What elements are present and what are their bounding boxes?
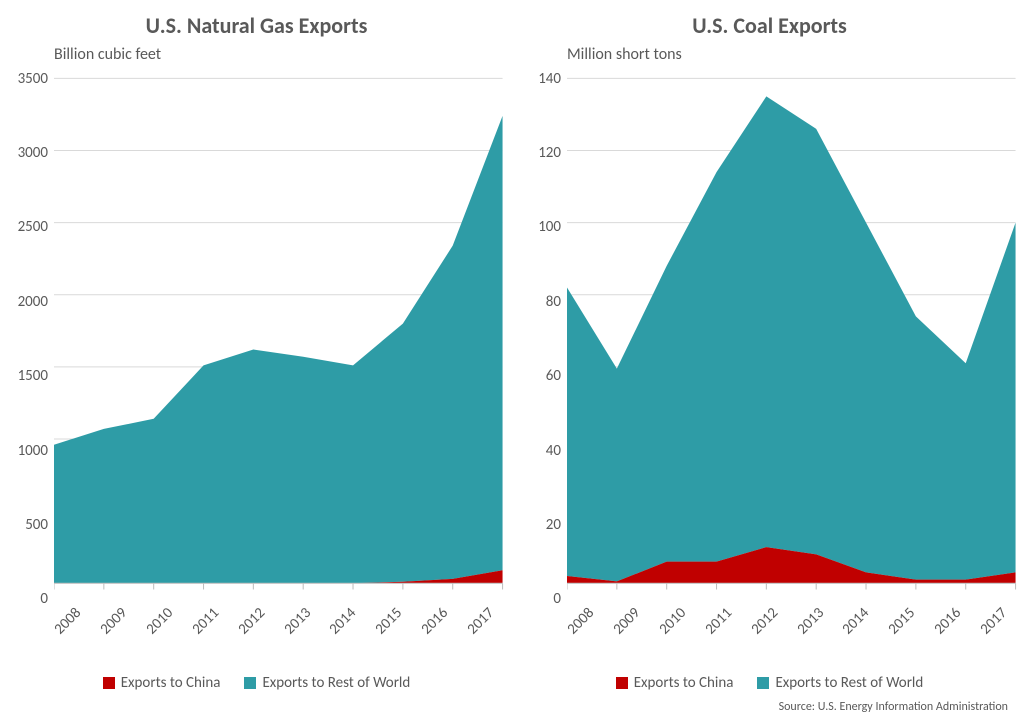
- coal-legend: Exports to China Exports to Rest of Worl…: [513, 664, 1026, 700]
- coal-legend-china: Exports to China: [616, 674, 734, 692]
- y-tick-label: 0: [553, 590, 561, 608]
- coal-title: U.S. Coal Exports: [513, 12, 1026, 39]
- y-tick-label: 120: [538, 144, 561, 162]
- gas-legend-china: Exports to China: [103, 674, 221, 692]
- y-tick-label: 1000: [18, 442, 48, 460]
- y-tick-label: 140: [538, 70, 561, 88]
- y-tick-label: 60: [546, 367, 561, 385]
- coal-x-axis: 2008200920102011201220132014201520162017: [567, 608, 1026, 664]
- y-tick-label: 3500: [18, 70, 48, 88]
- gas-legend-china-label: Exports to China: [121, 674, 221, 692]
- coal-panel: U.S. Coal Exports Million short tons 0 20…: [513, 0, 1026, 700]
- coal-legend-rest-label: Exports to Rest of World: [775, 674, 923, 692]
- coal-y-axis: 0 20 40 60 80 100 120 140: [513, 70, 567, 608]
- gas-plot-wrap: 0 500 1000 1500 2000 2500 3000 3500: [0, 70, 513, 608]
- coal-legend-china-label: Exports to China: [634, 674, 734, 692]
- y-tick-label: 1500: [18, 367, 48, 385]
- y-tick-label: 20: [546, 516, 561, 534]
- gas-y-axis: 0 500 1000 1500 2000 2500 3000 3500: [0, 70, 54, 608]
- gas-legend-rest-label: Exports to Rest of World: [262, 674, 410, 692]
- source-label: Source: U.S. Energy Information Administ…: [0, 700, 1026, 720]
- gas-subtitle: Billion cubic feet: [54, 45, 513, 64]
- y-tick-label: 80: [546, 293, 561, 311]
- coal-plot: [567, 70, 1026, 608]
- gas-panel: U.S. Natural Gas Exports Billion cubic f…: [0, 0, 513, 700]
- square-icon: [757, 677, 769, 689]
- square-icon: [244, 677, 256, 689]
- y-tick-label: 500: [25, 516, 48, 534]
- coal-legend-rest: Exports to Rest of World: [757, 674, 923, 692]
- y-tick-label: 2000: [18, 293, 48, 311]
- coal-plot-wrap: 0 20 40 60 80 100 120 140: [513, 70, 1026, 608]
- y-tick-label: 40: [546, 442, 561, 460]
- y-tick-label: 3000: [18, 144, 48, 162]
- y-tick-label: 0: [40, 590, 48, 608]
- gas-title: U.S. Natural Gas Exports: [0, 12, 513, 39]
- gas-legend-rest: Exports to Rest of World: [244, 674, 410, 692]
- square-icon: [616, 677, 628, 689]
- square-icon: [103, 677, 115, 689]
- y-tick-label: 2500: [18, 218, 48, 236]
- page: U.S. Natural Gas Exports Billion cubic f…: [0, 0, 1026, 722]
- coal-subtitle: Million short tons: [567, 45, 1026, 64]
- gas-plot: [54, 70, 513, 608]
- y-tick-label: 100: [538, 218, 561, 236]
- charts-row: U.S. Natural Gas Exports Billion cubic f…: [0, 0, 1026, 700]
- area-rest-of-world: [567, 96, 1016, 581]
- gas-x-axis: 2008200920102011201220132014201520162017: [54, 608, 513, 664]
- gas-legend: Exports to China Exports to Rest of Worl…: [0, 664, 513, 700]
- area-rest-of-world: [54, 116, 503, 583]
